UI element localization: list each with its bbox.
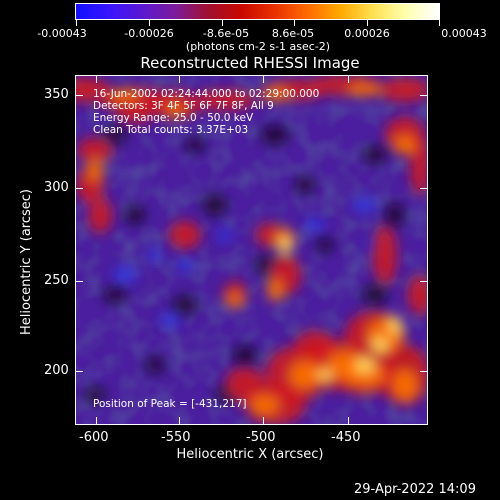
- colorbar-tick-label: -8.6e-05: [202, 27, 250, 40]
- footer-timestamp: 29-Apr-2022 14:09: [354, 482, 476, 497]
- annotation-time-range: 16-Jun-2002 02:24:44.000 to 02:29:00.000: [93, 88, 320, 100]
- x-tick-label: -450: [331, 430, 361, 445]
- annotation-detectors: Detectors: 3F 4F 5F 6F 7F 8F, All 9: [93, 100, 274, 112]
- peak-position-label: Position of Peak = [-431,217]: [93, 398, 247, 410]
- colorbar-tick-label: 0.00026: [344, 27, 390, 40]
- x-tick-label: -600: [79, 430, 109, 445]
- y-tick-label: 250: [44, 273, 69, 288]
- colorbar-units: (photons cm-2 s-1 asec-2): [185, 40, 331, 53]
- solar-image: [75, 75, 428, 425]
- y-tick-label: 300: [44, 180, 69, 195]
- y-tick-label: 350: [44, 87, 69, 102]
- annotation-energy-range: Energy Range: 25.0 - 50.0 keV: [93, 112, 254, 124]
- page-title: Reconstructed RHESSI Image: [140, 54, 360, 72]
- colorbar-tick-label: 0.00043: [441, 27, 487, 40]
- x-tick-label: -500: [246, 430, 276, 445]
- x-axis-label: Heliocentric X (arcsec): [176, 447, 324, 462]
- annotation-clean-counts: Clean Total counts: 3.37E+03: [93, 124, 249, 136]
- y-tick-label: 200: [44, 363, 69, 378]
- colorbar-tick-label: 8.6e-05: [271, 27, 315, 40]
- colorbar-tick-label: -0.00026: [124, 27, 174, 40]
- x-tick-label: -550: [161, 430, 191, 445]
- colorbar-tick-label: -0.00043: [37, 27, 87, 40]
- y-axis-label: Heliocentric Y (arcsec): [19, 189, 34, 335]
- colorbar: [75, 3, 440, 20]
- colorbar-gradient: [76, 4, 439, 19]
